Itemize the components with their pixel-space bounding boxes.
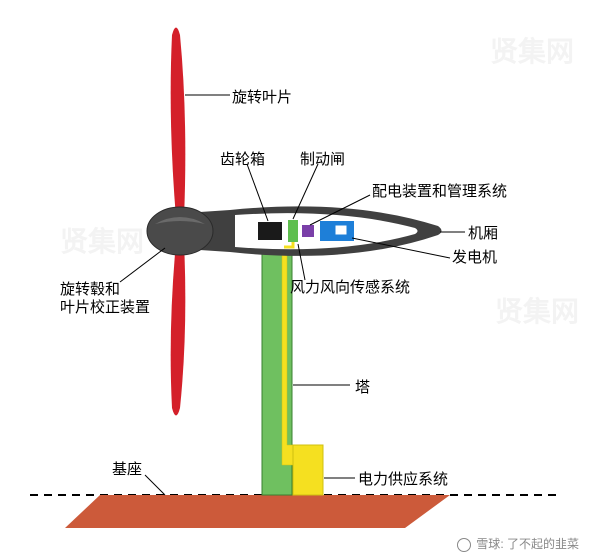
footer: 雪球: 了不起的韭菜 [457,535,579,552]
label-gearbox: 齿轮箱 [220,148,265,169]
blade-upper [171,28,186,219]
snowball-icon [457,538,471,552]
label-generator: 发电机 [452,246,497,267]
label-power-supply: 电力供应系统 [358,468,448,489]
footer-author: 了不起的韭菜 [507,537,579,551]
footer-site: 雪球 [476,537,500,551]
gearbox-shape [258,222,282,240]
power-supply-shape [293,445,323,495]
hub-shape [147,207,213,255]
label-wind-sensor: 风力风向传感系统 [290,276,410,297]
diagram-canvas: 贤集网 贤集网 贤集网 [0,0,589,556]
brake-shape [288,220,298,242]
generator-inner [335,225,347,235]
label-base: 基座 [112,458,142,479]
label-blade: 旋转叶片 [232,86,292,107]
label-tower: 塔 [355,376,370,397]
blade-lower [171,242,186,416]
leader-hub [120,248,165,282]
power-mgmt-shape [302,225,314,237]
label-nacelle: 机厢 [468,222,498,243]
label-brake: 制动闸 [300,148,345,169]
label-power-mgmt: 配电装置和管理系统 [372,180,507,201]
leader-base [145,475,165,495]
label-hub-line2: 叶片校正装置 [60,296,150,317]
base-shape [65,495,450,528]
